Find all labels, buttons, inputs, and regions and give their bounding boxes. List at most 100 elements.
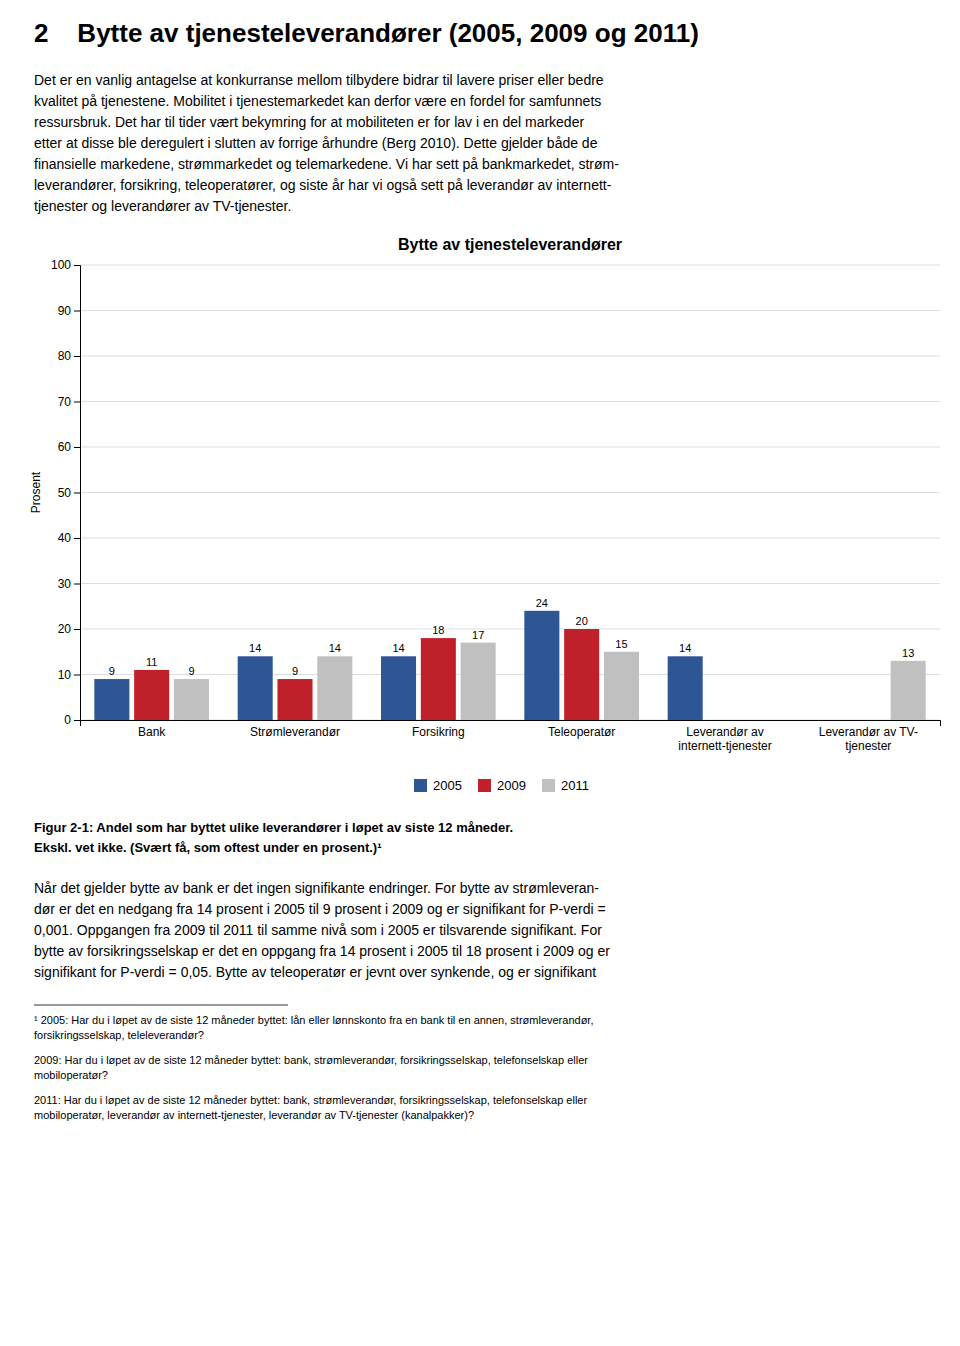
text-line: mobiloperatør? (34, 1069, 108, 1081)
grid-line (80, 538, 940, 539)
grid-line (80, 265, 940, 266)
bar (564, 629, 599, 720)
data-label: 14 (392, 642, 404, 654)
text-line: etter at disse ble deregulert i slutten … (34, 135, 598, 151)
data-label: 14 (249, 642, 261, 654)
y-tick-mark (74, 675, 80, 676)
bar (238, 656, 273, 720)
bar (604, 652, 639, 720)
y-tick-label: 80 (58, 349, 72, 363)
data-label: 9 (188, 665, 194, 677)
data-label: 13 (902, 647, 914, 659)
grid-line (80, 583, 940, 584)
y-tick-label: 40 (58, 531, 72, 545)
chart-title: Bytte av tjenesteleverandører (398, 236, 622, 253)
x-tick-label: Teleoperatør (548, 725, 615, 739)
y-tick-label: 30 (58, 577, 72, 591)
data-label: 14 (329, 642, 341, 654)
legend-swatch (414, 779, 427, 792)
y-tick: 80 (58, 349, 80, 363)
text-line: Leverandør av TV- (819, 725, 918, 739)
data-label: 9 (292, 665, 298, 677)
text-line: finansielle markedene, strømmarkedet og … (34, 156, 619, 172)
y-tick-label: 50 (58, 486, 72, 500)
text-line: kvalitet på tjenestene. Mobilitet i tjen… (34, 93, 601, 109)
x-tick-label: Forsikring (412, 725, 465, 739)
data-label: 14 (679, 642, 691, 654)
text-line: Leverandør av (686, 725, 763, 739)
bar (134, 670, 169, 720)
x-tick-label: Leverandør av TV-tjenester (819, 725, 918, 753)
data-label: 17 (472, 629, 484, 641)
legend-swatch (542, 779, 555, 792)
y-tick-mark (74, 265, 80, 266)
data-label: 24 (536, 597, 548, 609)
text-line: 0,001. Oppgangen fra 2009 til 2011 til s… (34, 922, 602, 938)
caption: Figur 2-1: Andel som har byttet ulike le… (34, 820, 513, 835)
caption: Ekskl. vet ikke. (Svært få, som oftest u… (34, 840, 381, 855)
text-line: forsikringsselskap, teleleverandør? (34, 1029, 204, 1041)
y-tick: 70 (58, 395, 80, 409)
text-line: tjenester og leverandører av TV-tjeneste… (34, 198, 291, 214)
y-tick-mark (74, 538, 80, 539)
chart: Bytte av tjenesteleverandører 9 14 14 24 14 11… (29, 236, 941, 793)
y-tick-label: 90 (58, 304, 72, 318)
y-tick-mark (74, 356, 80, 357)
text-line: Når det gjelder bytte av bank er det ing… (34, 880, 599, 896)
y-axis-title: Prosent (29, 471, 43, 513)
bars (94, 611, 925, 720)
grid-line (80, 447, 940, 448)
bar (174, 679, 209, 720)
text-line: mobiloperatør, leverandør av internett-t… (34, 1109, 474, 1121)
data-label: 20 (576, 615, 588, 627)
y-tick: 90 (58, 304, 80, 318)
text-line: internett-tjenester (678, 739, 771, 753)
text-line: Bank (138, 725, 166, 739)
body-text: Når det gjelder bytte av bank er det ing… (34, 880, 610, 980)
grid-line (80, 356, 940, 357)
y-tick-label: 70 (58, 395, 72, 409)
bar (277, 679, 312, 720)
legend-label: 2011 (561, 778, 589, 793)
text-line: 2009: Har du i løpet av de siste 12 måne… (34, 1054, 588, 1066)
data-label: 15 (615, 638, 627, 650)
legend-item: 2011 (542, 778, 589, 793)
text-line: signifikant for P-verdi = 0,05. Bytte av… (34, 964, 596, 980)
y-tick: 20 (58, 622, 80, 636)
bar (461, 643, 496, 720)
footnote-rule (34, 1005, 288, 1006)
legend: 2005 2009 2011 (414, 778, 589, 793)
text-line: bytte av forsikringsselskap er det en op… (34, 943, 610, 959)
legend-swatch (478, 779, 491, 792)
x-tick: Leverandør avinternett-tjenester (678, 725, 771, 753)
y-tick-mark (74, 629, 80, 630)
x-tick: Leverandør av TV-tjenester (819, 725, 918, 753)
data-label: 11 (146, 656, 157, 668)
y-tick-label: 20 (58, 622, 72, 636)
x-tick: Strømleverandør (250, 725, 340, 739)
text-line: dør er det en nedgang fra 14 prosent i 2… (34, 901, 606, 917)
x-tick-label: Leverandør avinternett-tjenester (678, 725, 771, 753)
x-tick: Forsikring (412, 725, 465, 739)
text-line: Strømleverandør (250, 725, 340, 739)
bar (891, 661, 926, 720)
text-line: Det er en vanlig antagelse at konkurrans… (34, 72, 604, 88)
y-tick-mark (74, 584, 80, 585)
y-tick-mark (74, 720, 80, 721)
y-tick-mark (74, 311, 80, 312)
footnote: 2011: Har du i løpet av de siste 12 måne… (34, 1094, 587, 1121)
grid-line (80, 629, 940, 630)
footnote: ¹ 2005: Har du i løpet av de siste 12 må… (34, 1014, 593, 1041)
legend-item: 2005 (414, 778, 462, 793)
bar (668, 656, 703, 720)
y-tick-mark (74, 402, 80, 403)
legend-label: 2009 (497, 778, 526, 793)
bar (381, 656, 416, 720)
text-line: Forsikring (412, 725, 465, 739)
y-tick: 10 (58, 668, 80, 682)
text-line: Teleoperatør (548, 725, 615, 739)
grid-line (80, 674, 940, 675)
y-tick: 0 (64, 713, 80, 727)
x-axis: Bank Strømleverandør Forsikring Teleoperatø… (81, 721, 941, 753)
y-tick: 100 (51, 258, 80, 272)
